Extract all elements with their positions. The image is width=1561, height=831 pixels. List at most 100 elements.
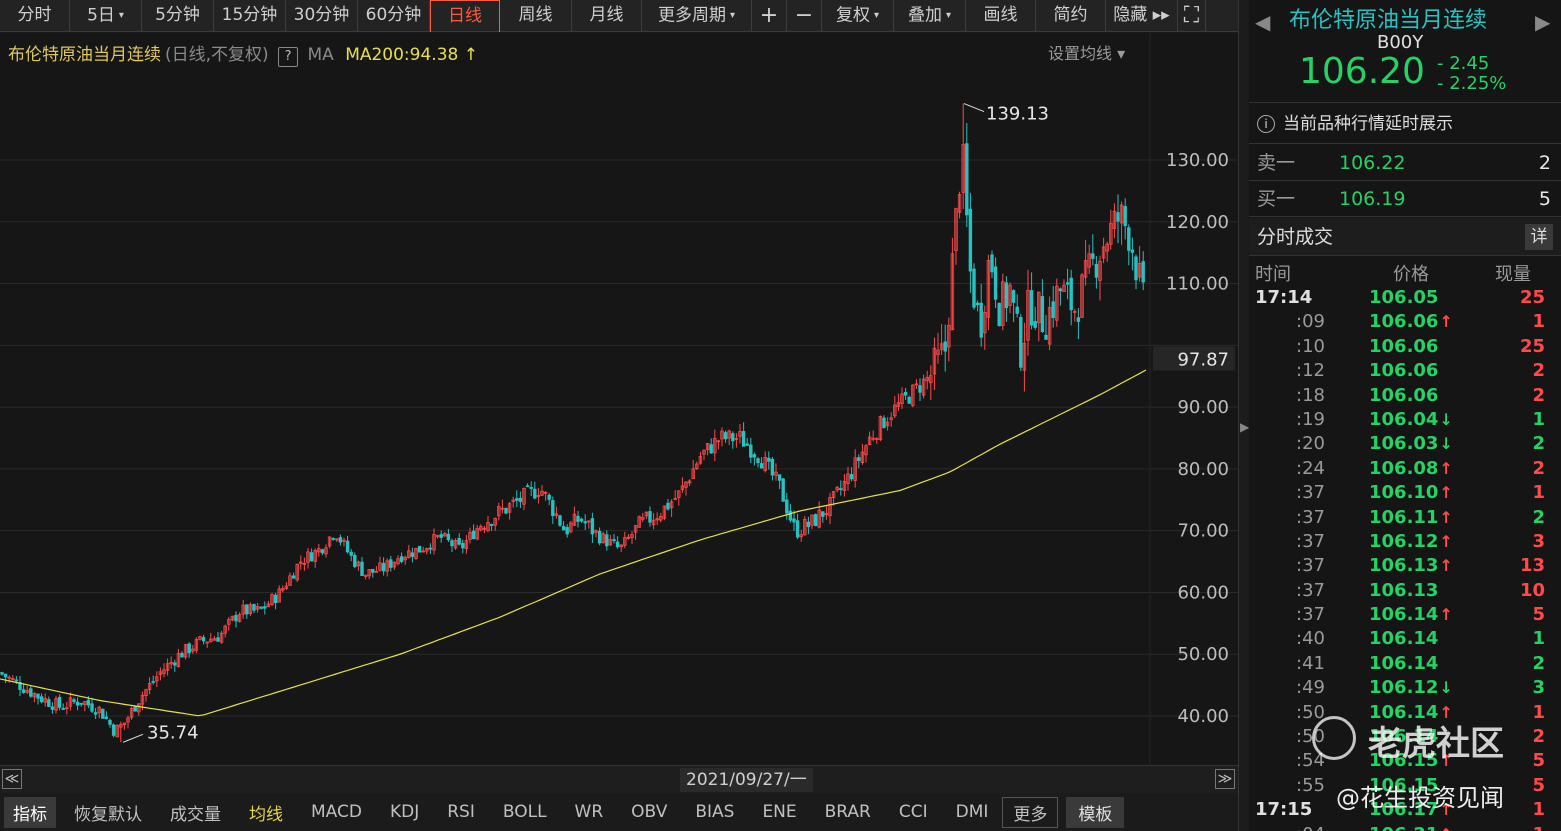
- scroll-right-icon[interactable]: ≫: [1215, 769, 1235, 789]
- kline-chart[interactable]: 40.00 50.00 60.00 70.00 80.00 90.00 110.00 120.…: [0, 33, 1238, 765]
- candle-body: [605, 534, 609, 547]
- prev-instrument-icon[interactable]: ◀: [1255, 10, 1271, 34]
- candle-body: [327, 536, 332, 547]
- toolbar-item-13[interactable]: 叠加 ▾: [894, 0, 966, 32]
- candle-body: [288, 575, 292, 586]
- delay-notice-text: 当前品种行情延时展示: [1283, 114, 1453, 134]
- panel-splitter[interactable]: ▶: [1238, 0, 1250, 831]
- toolbar-item-label: 隐藏 ▸▸: [1113, 5, 1170, 25]
- indicator-tab-9[interactable]: OBV: [631, 802, 668, 822]
- candle-body: [115, 725, 119, 738]
- help-icon[interactable]: ?: [278, 47, 299, 67]
- candle-body: [633, 525, 638, 533]
- candle-body: [641, 516, 645, 520]
- indicator-tab-4[interactable]: MACD: [311, 802, 362, 822]
- tick-row: :04 106.21↑ 1: [1249, 823, 1561, 831]
- candle-body: [846, 473, 850, 484]
- toolbar-item-9[interactable]: 更多周期 ▾: [642, 0, 752, 32]
- toolbar-item-1[interactable]: 5日 ▾: [70, 0, 142, 32]
- indicator-tab-14[interactable]: DMI: [955, 802, 989, 822]
- indicator-tab-5[interactable]: KDJ: [389, 802, 420, 822]
- toolbar-item-label: 简约: [1053, 5, 1088, 25]
- candle-body: [597, 530, 602, 544]
- indicator-tab-0[interactable]: 指标: [4, 796, 56, 828]
- toolbar-item-2[interactable]: 5分钟: [142, 0, 214, 32]
- toolbar-item-7[interactable]: 周线: [500, 0, 572, 32]
- toolbar-item-11[interactable]: −: [787, 0, 822, 32]
- toolbar-item-3[interactable]: 15分钟: [214, 0, 286, 32]
- tick-volume: 1: [1532, 701, 1545, 723]
- indicator-tab-8[interactable]: WR: [574, 802, 604, 822]
- toolbar-item-4[interactable]: 30分钟: [286, 0, 358, 32]
- toolbar-item-8[interactable]: 月线: [572, 0, 642, 32]
- tick-volume: 1: [1532, 628, 1545, 650]
- ticks-detail-button[interactable]: 详: [1525, 224, 1553, 250]
- candle-body: [896, 402, 901, 407]
- indicator-tab-11[interactable]: ENE: [762, 802, 797, 822]
- candle-body: [421, 550, 425, 553]
- candle-body: [101, 708, 105, 719]
- tick-price-value: 106.11: [1369, 506, 1439, 528]
- candle-body: [18, 681, 22, 690]
- candle-body: [525, 485, 530, 488]
- candle-body: [241, 604, 245, 615]
- candle-body: [1044, 334, 1048, 340]
- buy-price: 106.19: [1339, 188, 1406, 210]
- candle-body: [173, 662, 177, 666]
- candle-body: [986, 259, 991, 318]
- toolbar-item-14[interactable]: 画线: [966, 0, 1036, 32]
- set-ma-button[interactable]: 设置均线 ▾: [1048, 44, 1126, 63]
- candle-body: [795, 520, 800, 538]
- current-price-label: 97.87: [1177, 349, 1229, 370]
- candle-body: [302, 562, 307, 565]
- candle-body: [453, 539, 458, 549]
- candle-body: [223, 625, 227, 634]
- candle-body: [651, 519, 656, 526]
- indicator-tab-2[interactable]: 成交量: [170, 804, 221, 825]
- indicator-tab-12[interactable]: BRAR: [824, 802, 871, 822]
- kline-chart-area[interactable]: 40.00 50.00 60.00 70.00 80.00 90.00 110.00 120.…: [0, 33, 1238, 765]
- next-instrument-icon[interactable]: ▶: [1535, 10, 1551, 34]
- toolbar-item-5[interactable]: 60分钟: [358, 0, 430, 32]
- toolbar-item-12[interactable]: 复权 ▾: [822, 0, 894, 32]
- indicator-tab-7[interactable]: BOLL: [502, 802, 547, 822]
- indicator-tab-10[interactable]: BIAS: [695, 802, 735, 822]
- toolbar-item-17[interactable]: ⛶: [1178, 0, 1206, 32]
- col-time: 时间: [1255, 264, 1291, 285]
- candle-body: [320, 549, 325, 554]
- tick-price-value: 106.04: [1369, 408, 1439, 430]
- toolbar-item-0[interactable]: 分时: [0, 0, 70, 32]
- candle-body: [806, 521, 811, 528]
- scroll-left-icon[interactable]: ≪: [2, 769, 22, 789]
- candle-body: [511, 499, 515, 502]
- toolbar-item-16[interactable]: 隐藏 ▸▸: [1106, 0, 1178, 32]
- candle-body: [839, 488, 843, 490]
- candle-body: [972, 268, 976, 308]
- indicator-tab-3[interactable]: 均线: [249, 804, 283, 825]
- current-price-tag: [1153, 346, 1235, 371]
- tick-volume: 2: [1532, 384, 1545, 406]
- tick-time: :09: [1296, 311, 1325, 333]
- candle-body: [306, 551, 310, 563]
- toolbar-item-10[interactable]: +: [752, 0, 787, 32]
- collapse-arrow-icon[interactable]: ▶: [1240, 420, 1250, 434]
- candle-body: [144, 689, 148, 697]
- toolbar-item-6[interactable]: 日线: [430, 0, 500, 32]
- candle-body: [191, 648, 195, 652]
- candle-body: [774, 471, 778, 476]
- ticks-list[interactable]: 17:14 106.05 25:09 106.06↑ 1:10 106.06 25:12 10…: [1249, 286, 1561, 831]
- tick-price-value: 106.21: [1369, 824, 1438, 831]
- quote-change-value: - 2.45: [1437, 53, 1490, 74]
- tick-time: :10: [1296, 335, 1325, 357]
- candle-body: [25, 690, 29, 693]
- candle-body: [821, 511, 825, 517]
- toolbar-item-15[interactable]: 简约: [1036, 0, 1106, 32]
- indicator-tab-16[interactable]: 模板: [1066, 796, 1125, 828]
- indicator-tab-6[interactable]: RSI: [447, 802, 475, 822]
- indicator-tab-1[interactable]: 恢复默认: [74, 804, 142, 825]
- candle-body: [486, 522, 490, 531]
- candle-body: [227, 619, 231, 625]
- indicator-tab-13[interactable]: CCI: [898, 802, 928, 822]
- candle-body: [165, 663, 170, 671]
- indicator-tab-15[interactable]: 更多: [1002, 796, 1059, 828]
